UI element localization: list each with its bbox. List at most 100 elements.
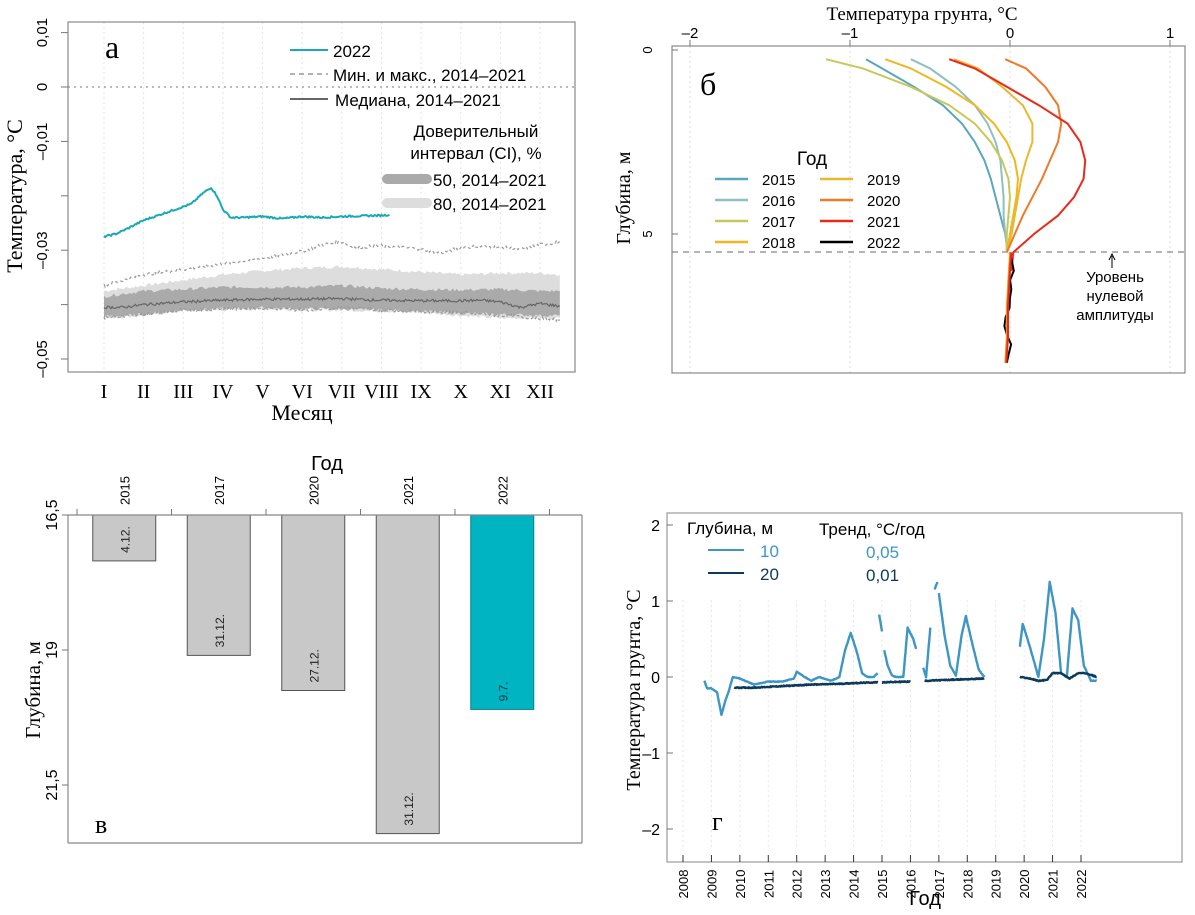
panel-a-ylabel: Температура, °C (2, 119, 27, 273)
y-tick-label: –0,01 (34, 123, 51, 161)
panel-b-ylabel: Глубина, м (613, 151, 635, 244)
x-tick-label: II (137, 381, 150, 403)
legend-label-2019: 2019 (867, 172, 900, 189)
x-tick-label: 2014 (847, 870, 862, 899)
legend-label-median: Медиана, 2014–2021 (335, 91, 501, 110)
legend-ci-title-1: Доверительный (414, 122, 539, 141)
x-tick-label: 2017 (932, 870, 947, 899)
series-line-min (103, 304, 561, 323)
profile-line-2021 (948, 58, 1087, 271)
ci-band-50 (104, 284, 560, 318)
x-tick-label: 2022 (1074, 870, 1089, 899)
annotation-line-1: Уровень (1086, 269, 1144, 286)
x-tick-label: 2021 (1046, 870, 1061, 899)
bar-label: 31.12. (402, 792, 416, 825)
y-tick-label: 21,5 (44, 769, 61, 800)
bar-2015 (92, 514, 157, 562)
y-tick-label: –0,03 (34, 231, 51, 269)
panel-b: –2 –1 0 1 0 5 Температура грунта, °C Глубина,… (613, 4, 1186, 374)
annotation-line-2: нулевой (1086, 288, 1143, 305)
profile-line-2018 (884, 58, 1020, 253)
panel-c-label: в (95, 810, 107, 839)
series-line-10m (883, 626, 918, 679)
arrow-head-icon (1108, 252, 1116, 261)
legend-trend-20: 0,01 (866, 566, 899, 585)
x-tick-label: IV (212, 381, 234, 403)
legend-label-minmax: Мин. и макс., 2014–2021 (333, 66, 526, 85)
bar-label: 4.12. (118, 526, 132, 553)
legend-label-2021: 2021 (867, 214, 900, 231)
panel-d-ylabel: Температура грунта, °C (623, 589, 645, 790)
series-line-20m (881, 680, 912, 684)
x-tick-label: XI (490, 381, 511, 403)
series-line-20m (924, 677, 985, 683)
x-tick-label: VIII (364, 381, 398, 403)
x-tick-label: 2021 (401, 476, 416, 505)
panel-a-label: а (105, 29, 119, 65)
series-line-10m (937, 592, 986, 678)
x-tick-label: 2011 (761, 870, 776, 898)
y-tick-label: 19 (44, 641, 61, 659)
legend-label-2015: 2015 (762, 172, 795, 189)
panel-d-xlabel: Год (909, 888, 941, 910)
panel-d-label: г (712, 807, 723, 836)
series-line-max (103, 239, 560, 289)
x-tick-label: V (255, 381, 270, 403)
series-line-10m (933, 581, 939, 590)
legend-header-depth: Глубина, м (687, 519, 773, 538)
profile-line-2020 (1004, 58, 1063, 253)
legend-trend-10: 0,05 (866, 543, 899, 562)
x-tick-label: 2013 (818, 870, 833, 899)
series-line-10m (878, 614, 884, 632)
legend-label-2017: 2017 (762, 214, 795, 231)
zero-amplitude-annotation: Уровень нулевой амплитуды (1076, 252, 1154, 324)
y-tick-label: 16,5 (44, 499, 61, 530)
x-tick-label: 2010 (733, 870, 748, 899)
panel-c: 4.12. 31.12. 27.12. 31.12. 9.7. 2015 2017 2020… (21, 453, 583, 844)
y-tick-label: 0 (640, 46, 655, 53)
legend-label-2022: 2022 (333, 42, 371, 61)
x-tick-label: VII (328, 381, 356, 403)
x-tick-label: 2015 (117, 476, 132, 505)
panel-b-label: б (700, 66, 716, 102)
series-line-10m (922, 627, 932, 679)
legend-label-2022: 2022 (867, 235, 900, 252)
annotation-line-3: амплитуды (1076, 307, 1153, 324)
x-tick-label: 2022 (495, 476, 510, 505)
x-tick-label: I (101, 381, 108, 403)
panel-d-legend: Глубина, м Тренд, °C/год 10 0,05 20 0,01 (687, 519, 925, 585)
series-line-2022 (103, 186, 390, 239)
profile-line-2022 (1003, 252, 1015, 364)
panel-d-frame (666, 512, 1183, 863)
x-tick-label: IX (411, 381, 433, 403)
legend-label-2018: 2018 (762, 235, 795, 252)
y-tick-label: 2 (651, 518, 660, 535)
panel-b-legend: Год 2015 2016 2017 2018 2019 2020 2021 2022 (715, 149, 900, 252)
bar-2017 (186, 514, 251, 656)
x-tick-label: 1 (1166, 25, 1174, 42)
panel-a: 0,010–0,01–0,03–0,05 I II III IV V VI VII VIII I… (2, 18, 576, 425)
bar-label: 9.7. (496, 681, 510, 701)
x-tick-label: 0 (1006, 25, 1014, 42)
panel-a-frame (67, 21, 576, 373)
x-tick-label: –2 (682, 25, 699, 42)
series-line-median (103, 296, 561, 310)
bar-label: 31.12. (213, 614, 227, 647)
x-tick-label: 2020 (1017, 870, 1032, 899)
series-line-20m (733, 680, 879, 690)
series-line-10m (1018, 580, 1098, 683)
legend-depth-20: 20 (760, 565, 779, 584)
x-tick-label: 2017 (212, 476, 227, 505)
x-tick-label: XII (526, 381, 554, 403)
x-tick-label: 2018 (960, 870, 975, 899)
x-tick-label: 2012 (790, 870, 805, 899)
bar-2022 (470, 514, 535, 710)
series-line-10m (703, 631, 879, 716)
x-tick-label: 2009 (704, 870, 719, 899)
bar-2021 (375, 514, 440, 835)
panel-a-legend: 2022 Мин. и макс., 2014–2021 Медиана, 20… (290, 42, 546, 214)
legend-label-2016: 2016 (762, 193, 795, 210)
x-tick-label: X (454, 381, 469, 403)
x-tick-label: 2015 (875, 870, 890, 899)
